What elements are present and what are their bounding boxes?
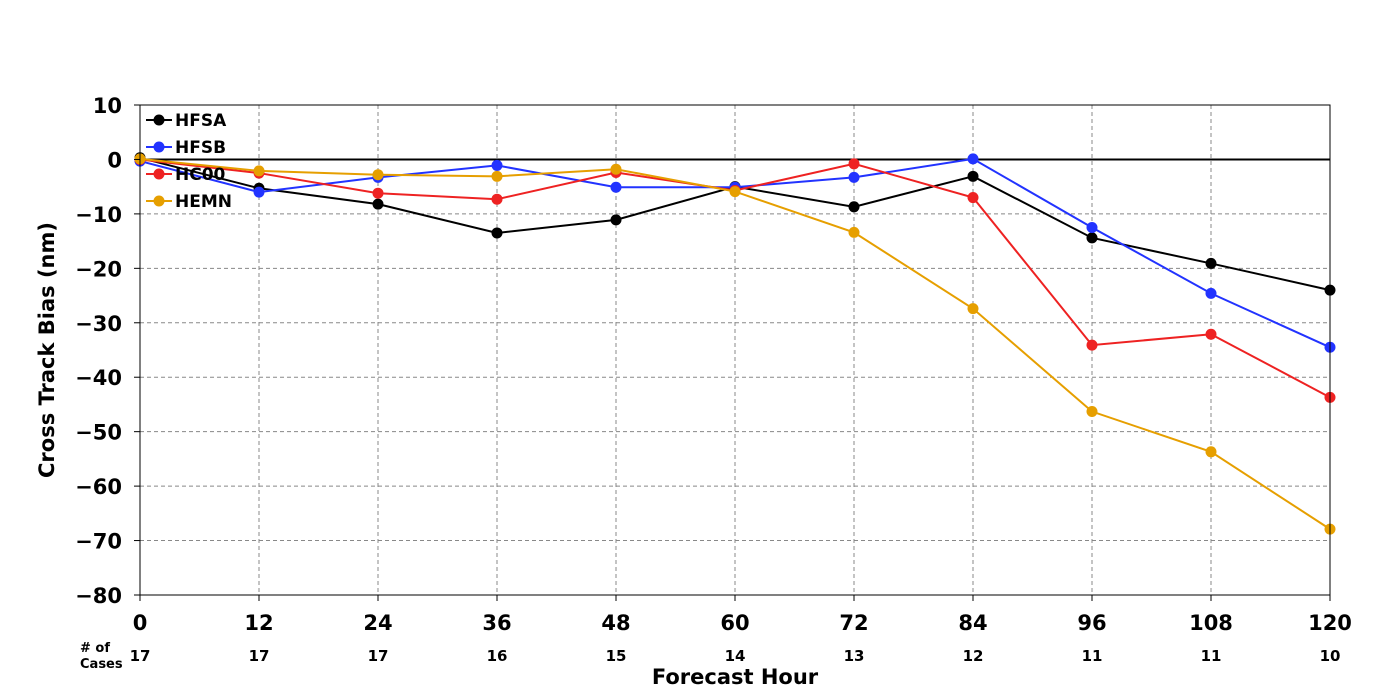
case-count: 12 <box>963 647 984 665</box>
data-point <box>372 198 384 210</box>
grid-lines <box>140 105 1330 595</box>
data-point <box>1086 339 1098 351</box>
x-tick-label: 48 <box>601 611 630 635</box>
data-point <box>372 187 384 199</box>
data-point <box>610 163 622 175</box>
data-point <box>491 170 503 182</box>
y-tick-label: −20 <box>75 257 122 281</box>
y-tick-label: 0 <box>107 148 122 172</box>
y-axis-title: Cross Track Bias (nm) <box>35 222 59 478</box>
y-tick-labels: 10 0 −10 −20 −30 −40 −50 −60 −70 −80 <box>75 94 140 608</box>
legend-marker <box>153 141 165 153</box>
data-point <box>253 186 265 198</box>
data-point <box>491 193 503 205</box>
legend-label: HC00 <box>175 165 226 185</box>
cases-label-line2: Cases <box>80 657 123 672</box>
y-tick-label: −40 <box>75 366 122 390</box>
x-tick-labels: 0 12 24 36 48 60 72 84 96 108 120 <box>133 595 1352 635</box>
x-tick-label: 72 <box>839 611 868 635</box>
case-count: 13 <box>844 647 865 665</box>
x-tick-label: 12 <box>244 611 273 635</box>
x-tick-label: 120 <box>1308 611 1352 635</box>
data-point <box>848 226 860 238</box>
data-point <box>491 159 503 171</box>
legend-marker <box>153 195 165 207</box>
data-point <box>610 214 622 226</box>
legend-marker <box>153 168 165 180</box>
data-point <box>610 181 622 193</box>
case-counts: 17 17 17 16 15 14 13 12 11 11 10 <box>130 647 1341 665</box>
series-hemn <box>134 153 1336 535</box>
case-count: 15 <box>606 647 627 665</box>
case-count: 17 <box>130 647 151 665</box>
data-point <box>967 153 979 165</box>
x-tick-label: 96 <box>1077 611 1106 635</box>
y-tick-label: 10 <box>93 94 122 118</box>
y-tick-label: −70 <box>75 530 122 554</box>
data-point <box>848 158 860 170</box>
data-point <box>848 171 860 183</box>
case-count: 11 <box>1201 647 1222 665</box>
case-count: 11 <box>1082 647 1103 665</box>
data-point <box>1205 287 1217 299</box>
x-tick-label: 108 <box>1189 611 1233 635</box>
data-point <box>848 201 860 213</box>
legend-label: HFSB <box>175 138 226 158</box>
case-count: 14 <box>725 647 746 665</box>
x-tick-label: 60 <box>720 611 749 635</box>
x-tick-label: 0 <box>133 611 148 635</box>
x-axis-title: Forecast Hour <box>652 665 819 689</box>
data-point <box>1086 406 1098 418</box>
data-point <box>1205 328 1217 340</box>
legend-item-hc00: HC00 <box>146 165 226 185</box>
data-point <box>729 186 741 198</box>
legend-label: HFSA <box>175 111 227 131</box>
case-count: 17 <box>249 647 270 665</box>
data-point <box>253 165 265 177</box>
data-point <box>1205 446 1217 458</box>
data-point <box>491 227 503 239</box>
legend-item-hfsb: HFSB <box>146 138 226 158</box>
x-tick-label: 36 <box>482 611 511 635</box>
data-point <box>967 303 979 315</box>
x-tick-label: 84 <box>958 611 987 635</box>
data-point <box>1205 257 1217 269</box>
data-point <box>967 192 979 204</box>
y-tick-label: −60 <box>75 475 122 499</box>
legend-item-hemn: HEMN <box>146 192 232 212</box>
case-count: 17 <box>368 647 389 665</box>
case-count: 10 <box>1320 647 1341 665</box>
case-count: 16 <box>487 647 508 665</box>
cases-label-line1: # of <box>80 641 110 656</box>
legend-item-hfsa: HFSA <box>146 111 227 131</box>
y-tick-label: −50 <box>75 421 122 445</box>
legend-marker <box>153 114 165 126</box>
data-series <box>134 152 1336 535</box>
x-tick-label: 24 <box>363 611 392 635</box>
legend-label: HEMN <box>175 192 232 212</box>
data-point <box>1086 232 1098 244</box>
data-point <box>967 170 979 182</box>
legend: HFSA HFSB HC00 HEMN <box>146 111 232 212</box>
y-tick-label: −80 <box>75 584 122 608</box>
y-tick-label: −30 <box>75 312 122 336</box>
y-tick-label: −10 <box>75 203 122 227</box>
data-point <box>1086 222 1098 233</box>
data-point <box>372 169 384 181</box>
